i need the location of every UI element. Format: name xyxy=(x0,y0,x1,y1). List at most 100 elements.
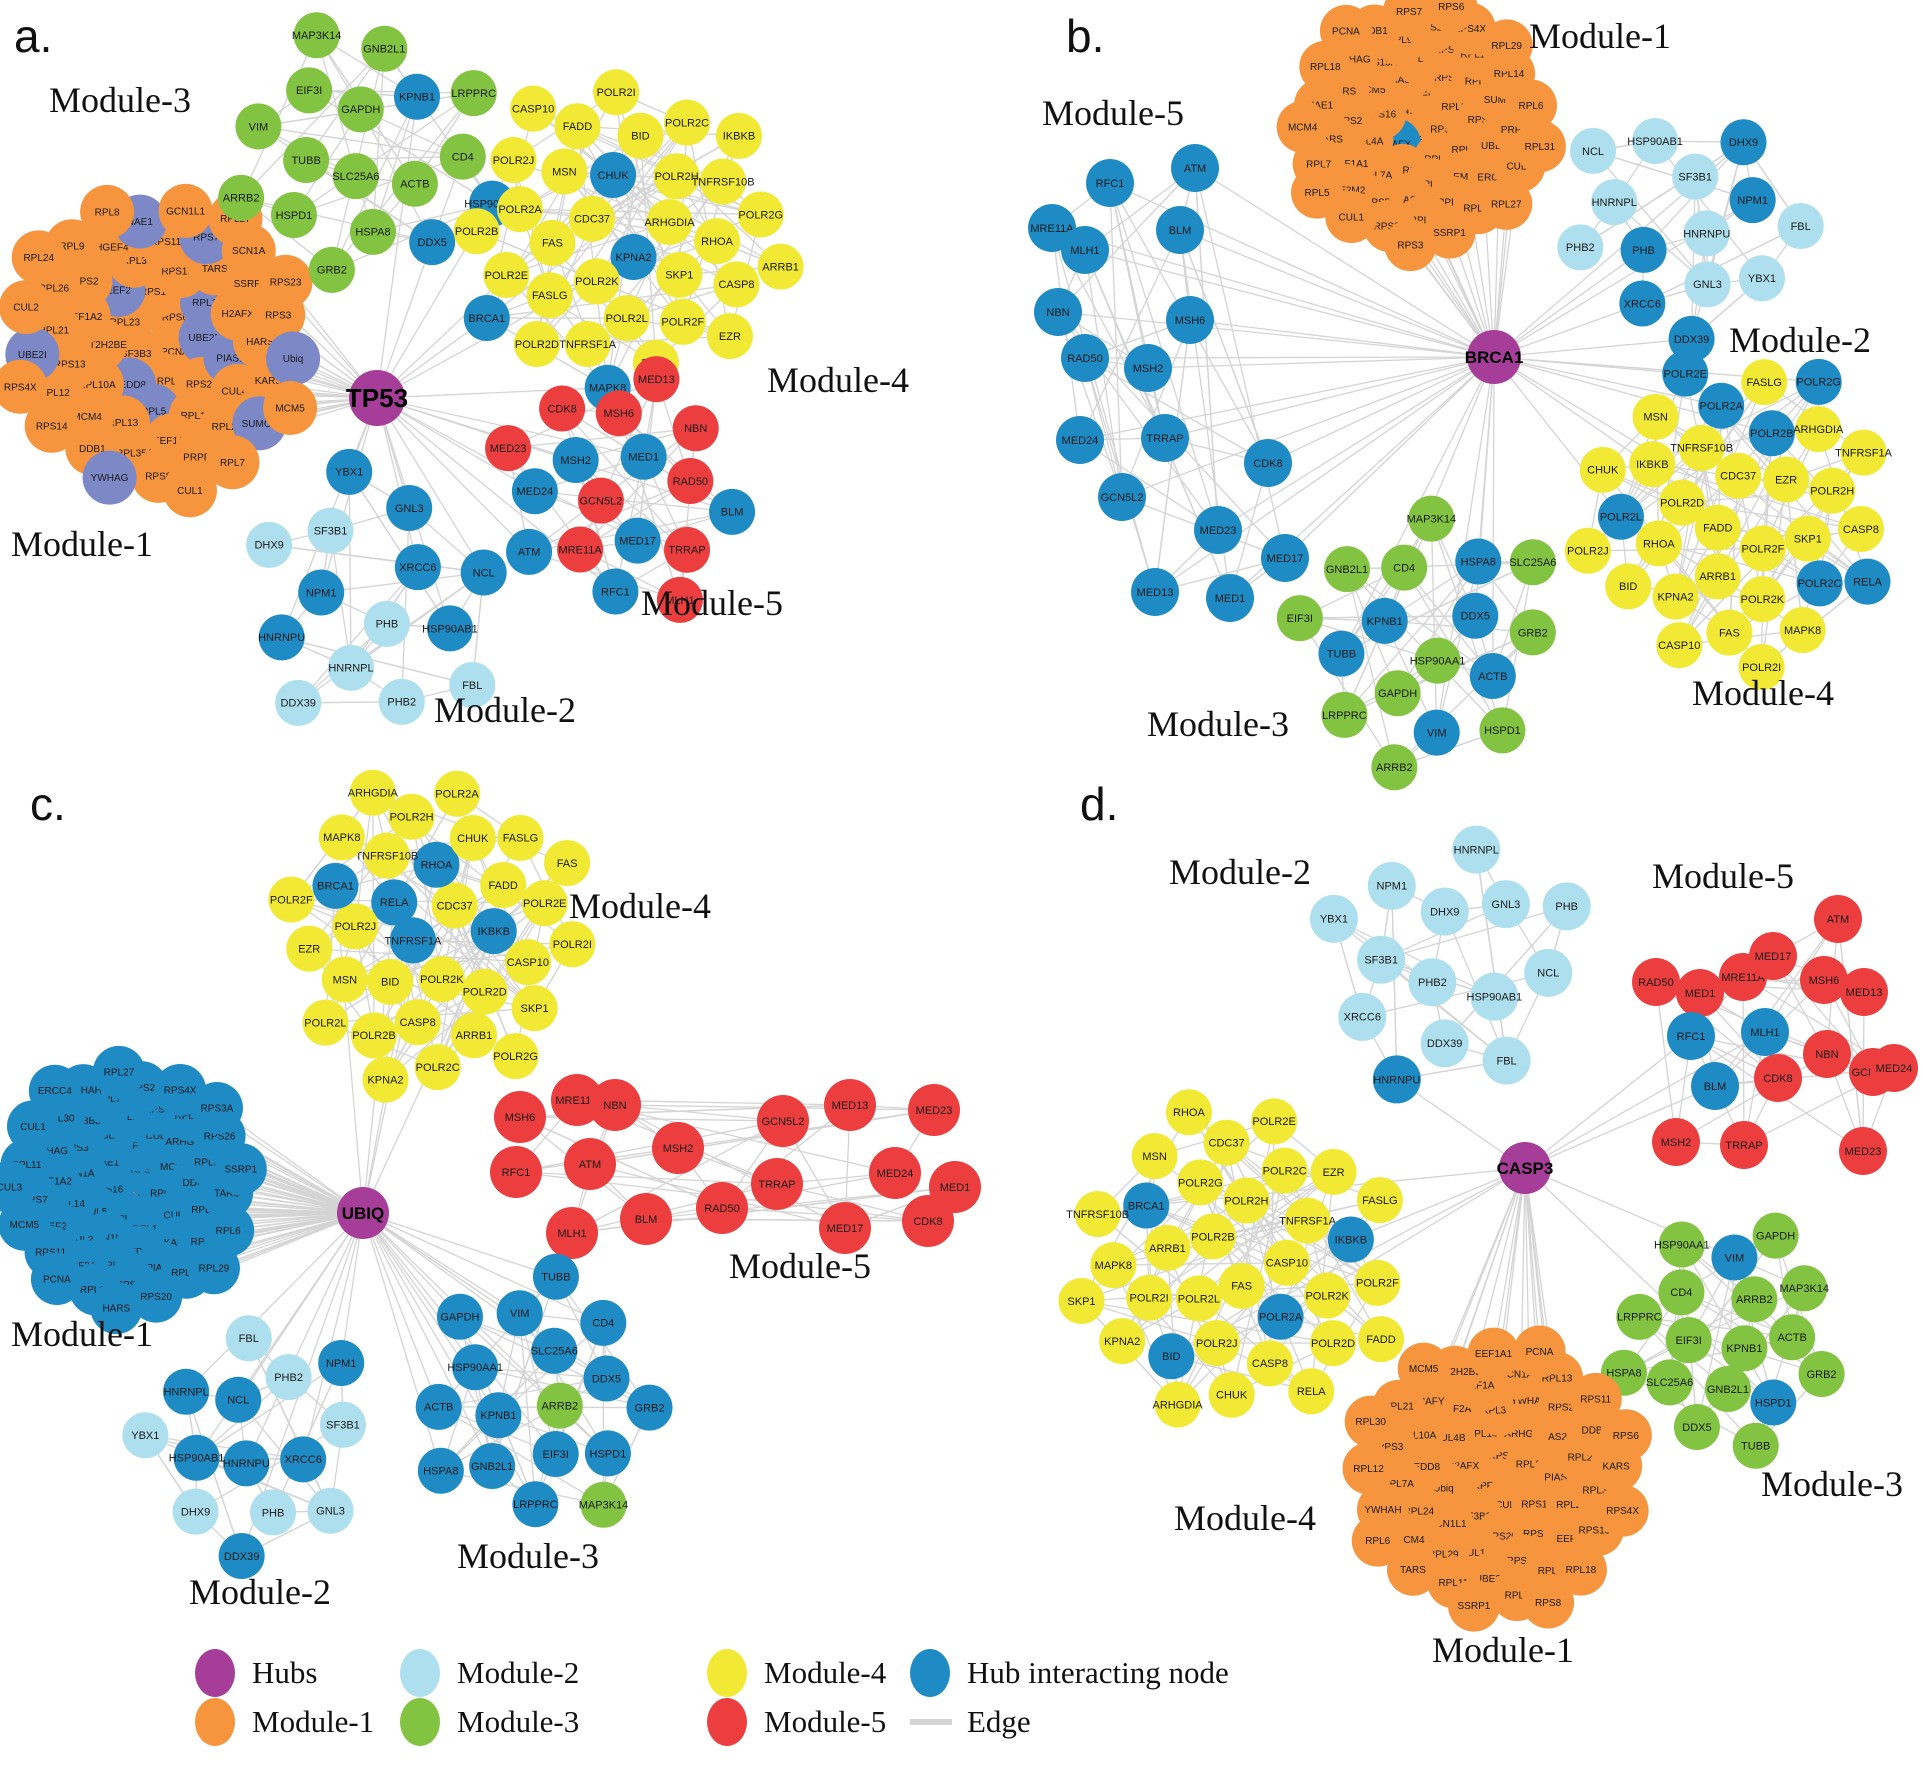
module-node xyxy=(1154,1381,1201,1428)
hub-interacting-node xyxy=(475,1392,522,1439)
node-POLR2A: POLR2A xyxy=(434,770,481,817)
node-NCL: NCL xyxy=(1570,127,1617,174)
node-TUBB: TUBB xyxy=(1732,1422,1779,1469)
module-node xyxy=(1223,1177,1270,1224)
node-ARRB2: ARRB2 xyxy=(1371,744,1418,791)
hub-label: UBIQ xyxy=(342,1204,385,1223)
node-ARRB1: ARRB1 xyxy=(450,1012,497,1059)
legend-label: Edge xyxy=(967,1704,1031,1739)
legend-item-module-5: Module-5 xyxy=(707,1698,886,1746)
module-node xyxy=(394,999,441,1046)
hub-interacting-node xyxy=(1061,334,1109,382)
module-node xyxy=(1678,424,1725,471)
node-MED1: MED1 xyxy=(1206,574,1254,622)
node-IKBKB: IKBKB xyxy=(1327,1216,1374,1263)
node-GNL3: GNL3 xyxy=(386,484,433,531)
edge xyxy=(1112,1264,1179,1406)
edge xyxy=(507,427,697,449)
node-NCL: NCL xyxy=(1524,948,1573,997)
node-POLR2B: POLR2B xyxy=(1189,1213,1236,1260)
node-POLR2D: POLR2D xyxy=(1659,479,1706,526)
node-TNFRSF10B: TNFRSF10B xyxy=(1066,1190,1129,1237)
legend-item-module-2: Module-2 xyxy=(400,1649,579,1697)
module-node xyxy=(268,876,315,923)
module-label-module-2: Module-2 xyxy=(189,1572,331,1612)
node-CDK8: CDK8 xyxy=(902,1195,954,1247)
node-ATM: ATM xyxy=(564,1138,616,1190)
node-POLR2I: POLR2I xyxy=(593,69,640,116)
node-HNRNPL: HNRNPL xyxy=(1452,825,1501,874)
node-CASP10: CASP10 xyxy=(504,939,551,986)
hub-edge xyxy=(1493,249,1645,358)
node-RPS4X: RPS4X xyxy=(1596,1484,1649,1537)
node-GCN5L2: GCN5L2 xyxy=(577,477,624,524)
module-node xyxy=(1738,643,1785,690)
node-PHB: PHB xyxy=(1620,226,1667,273)
module-node xyxy=(664,99,711,146)
module-node xyxy=(672,405,719,452)
node-BLM: BLM xyxy=(1691,1062,1739,1110)
node-RHOA: RHOA xyxy=(1635,520,1682,567)
node-PHB2: PHB2 xyxy=(1557,224,1604,271)
node-RPS8: RPS8 xyxy=(1522,1576,1575,1629)
node-MED24: MED24 xyxy=(511,468,558,515)
hub-interacting-node xyxy=(298,569,345,616)
node-MLH1: MLH1 xyxy=(1061,226,1109,274)
node-SF3B1: SF3B1 xyxy=(1357,935,1406,984)
node-TNFRSF1A: TNFRSF1A xyxy=(1835,429,1893,476)
node-ATM: ATM xyxy=(1171,144,1219,192)
hub-interacting-node xyxy=(496,1290,543,1337)
module-node xyxy=(1420,887,1469,936)
node-NBN: NBN xyxy=(1034,288,1082,336)
module-node xyxy=(1218,1262,1265,1309)
node-GNB2L1: GNB2L1 xyxy=(1323,546,1370,593)
node-RPS3A: RPS3A xyxy=(190,1082,243,1135)
hub-interacting-node xyxy=(312,862,359,909)
node-RPL31: RPL31 xyxy=(1513,120,1566,173)
node-ACTB: ACTB xyxy=(1469,653,1516,700)
module-node xyxy=(577,477,624,524)
hub-interacting-node xyxy=(1619,280,1666,327)
edge xyxy=(1728,475,1739,634)
node-FASLG: FASLG xyxy=(497,814,544,861)
module-node xyxy=(1090,1242,1137,1289)
hub-edge xyxy=(1179,229,1495,358)
node-NCL: NCL xyxy=(215,1376,262,1423)
node-CUL1: CUL1 xyxy=(162,463,217,518)
node-IKBKB: IKBKB xyxy=(470,908,517,955)
node-POLR2H: POLR2H xyxy=(1809,467,1856,514)
hub-edge xyxy=(362,1212,476,1368)
hub-interacting-node xyxy=(1597,493,1644,540)
module-node xyxy=(378,678,425,725)
hub-edge xyxy=(1051,227,1495,358)
module-node xyxy=(1371,744,1418,791)
module-label-module-5: Module-5 xyxy=(729,1246,871,1286)
node-DDX39: DDX39 xyxy=(1420,1019,1469,1068)
module-node xyxy=(1542,882,1591,931)
module-node xyxy=(439,133,486,180)
node-POLR2F: POLR2F xyxy=(1739,525,1786,572)
node-NBN: NBN xyxy=(589,1079,641,1131)
node-RPS3: RPS3 xyxy=(1384,219,1437,272)
node-KPNB1: KPNB1 xyxy=(1721,1325,1768,1372)
node-CHUK: CHUK xyxy=(590,152,637,199)
module-node xyxy=(1658,1269,1705,1316)
module-node xyxy=(1175,1275,1222,1322)
hub-interacting-node xyxy=(1148,1333,1195,1380)
edge xyxy=(549,122,688,296)
hub-edge xyxy=(1164,356,1495,439)
node-EIF3I: EIF3I xyxy=(286,67,333,114)
hub-edge xyxy=(1477,356,1495,563)
legend-color-swatch xyxy=(195,1649,235,1697)
module-node xyxy=(418,956,465,1003)
module-node xyxy=(434,770,481,817)
node-NPM1: NPM1 xyxy=(1729,177,1776,224)
node-RFC1: RFC1 xyxy=(1086,159,1134,207)
module-label-module-2: Module-2 xyxy=(1729,320,1871,360)
module-node xyxy=(1596,1484,1649,1537)
node-CDC37: CDC37 xyxy=(431,882,478,929)
module-node xyxy=(1635,520,1682,567)
module-node xyxy=(536,1382,583,1429)
hub-interacting-node xyxy=(218,1532,265,1579)
legend-label: Module-4 xyxy=(764,1655,887,1690)
